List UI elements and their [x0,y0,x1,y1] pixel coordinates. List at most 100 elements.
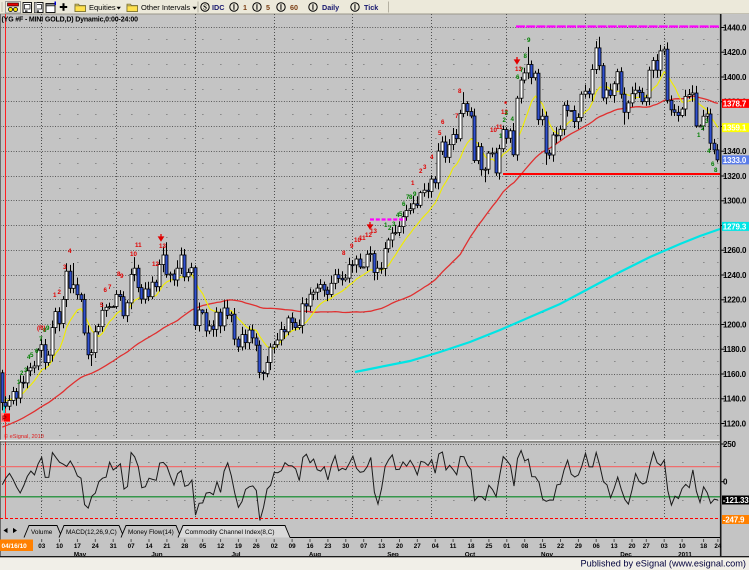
svg-text:11: 11 [135,242,142,249]
svg-text:12: 12 [152,261,159,268]
svg-text:31: 31 [110,543,118,550]
svg-text:10: 10 [679,543,687,550]
svg-text:-247.9: -247.9 [723,516,745,525]
svg-text:1378.7: 1378.7 [723,99,747,108]
svg-text:9: 9 [350,243,354,250]
svg-text:3: 3 [24,367,28,374]
svg-text:4: 4 [68,248,72,255]
svg-text:8: 8 [714,167,718,174]
svg-text:2: 2 [503,117,507,124]
svg-text:1180.0: 1180.0 [723,345,747,354]
svg-text:1200.0: 1200.0 [723,320,747,329]
svg-text:03: 03 [661,543,669,550]
svg-text:1: 1 [17,379,21,386]
svg-text:8: 8 [409,194,413,201]
svg-text:20: 20 [628,543,636,550]
svg-text:11: 11 [450,543,457,550]
svg-text:7: 7 [455,113,459,120]
svg-text:6: 6 [104,287,108,294]
svg-text:Equities: Equities [89,3,116,12]
svg-text:3: 3 [423,164,427,171]
svg-text:Money Flow(14): Money Flow(14) [128,529,174,536]
svg-text:1: 1 [243,3,247,12]
svg-text:5: 5 [266,3,270,12]
svg-text:8: 8 [342,250,346,257]
svg-text:09: 09 [289,543,297,550]
svg-text:5: 5 [399,211,403,218]
svg-text:1160.0: 1160.0 [723,370,747,379]
svg-text:5: 5 [438,130,442,137]
svg-text:6: 6 [402,201,406,208]
svg-text:8: 8 [43,327,47,334]
svg-text:12: 12 [501,109,508,116]
svg-text:250: 250 [723,440,736,449]
svg-text:24: 24 [714,543,722,550]
svg-text:21: 21 [163,543,171,550]
svg-text:13: 13 [159,243,166,250]
svg-text:10: 10 [56,543,64,550]
svg-text:6: 6 [35,348,39,355]
svg-text:28: 28 [181,543,189,550]
svg-text:I: I [233,5,236,12]
svg-text:3: 3 [505,110,509,117]
svg-text:2: 2 [388,225,392,232]
svg-text:1320.0: 1320.0 [723,172,747,181]
svg-text:1359.1: 1359.1 [723,124,747,133]
svg-text:Aug: Aug [309,552,321,559]
svg-text:Other Intervals: Other Intervals [141,3,190,12]
svg-text:60: 60 [290,3,298,12]
svg-text:Sep: Sep [387,552,399,559]
svg-text:4: 4 [707,148,711,155]
svg-text:24: 24 [92,543,100,550]
svg-text:05: 05 [199,543,207,550]
svg-text:3: 3 [63,264,67,271]
svg-text:0: 0 [723,478,728,487]
svg-text:2: 2 [58,289,62,296]
svg-text:Tick: Tick [364,3,378,12]
svg-text:9: 9 [413,191,417,198]
svg-text:2: 2 [419,168,423,175]
svg-text:7: 7 [108,284,112,291]
svg-text:I: I [256,5,259,12]
svg-text:I: I [280,5,283,12]
svg-text:4: 4 [430,154,434,161]
svg-text:26: 26 [253,543,261,550]
svg-text:May: May [74,552,87,559]
svg-text:10: 10 [130,251,137,258]
svg-text:4: 4 [396,212,400,219]
svg-text:7: 7 [39,336,43,343]
svg-text:29: 29 [575,543,583,550]
svg-text:(YG #F - MINI GOLD,D) Dynamic,: (YG #F - MINI GOLD,D) Dynamic,0:00-24:00 [2,17,139,24]
svg-text:3: 3 [392,221,396,228]
svg-text:Jun: Jun [151,552,162,559]
svg-text:01: 01 [503,543,511,550]
svg-text:1140.0: 1140.0 [723,395,747,404]
svg-text:13: 13 [370,228,377,235]
svg-text:I: I [312,5,315,12]
svg-text:19: 19 [235,543,243,550]
svg-text:1400.0: 1400.0 [723,73,747,82]
svg-text:08: 08 [521,543,529,550]
svg-text:2: 2 [701,125,705,132]
svg-text:-121.33: -121.33 [723,496,749,505]
svg-text:Jul: Jul [231,552,240,559]
svg-text:I: I [354,5,357,12]
svg-text:07: 07 [360,543,368,550]
svg-text:20: 20 [396,543,404,550]
svg-text:6: 6 [441,119,445,126]
svg-text:5: 5 [30,352,34,359]
svg-text:4: 4 [511,116,515,123]
svg-text:27: 27 [643,543,651,550]
svg-text:Oct: Oct [465,552,476,559]
svg-text:1: 1 [53,292,57,299]
svg-text:1: 1 [384,222,388,229]
svg-text:© eSignal, 2010: © eSignal, 2010 [4,433,44,440]
svg-text:10: 10 [490,127,497,134]
svg-text:9: 9 [46,325,50,332]
svg-text:6: 6 [516,74,520,81]
svg-text:Volume: Volume [31,529,53,536]
svg-text:27: 27 [414,543,422,550]
svg-text:6: 6 [711,161,715,168]
svg-text:1: 1 [499,133,503,140]
svg-text:Commodity Channel Index(8,C): Commodity Channel Index(8,C) [185,529,275,536]
